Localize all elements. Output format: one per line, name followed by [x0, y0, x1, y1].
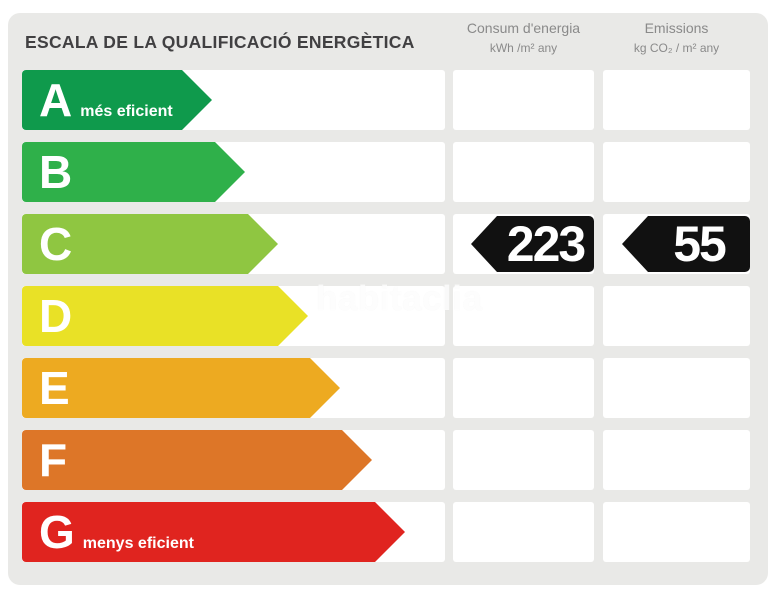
emissions-cell [603, 142, 750, 202]
scale-row-d: D [8, 286, 768, 346]
rating-letter-c: C [39, 218, 72, 270]
chart-panel: ESCALA DE LA QUALIFICACIÓ ENERGÈTICA Con… [8, 13, 768, 585]
consumption-cell [453, 142, 594, 202]
consumption-column-title: Consum d'energia [466, 20, 581, 36]
consumption-cell [453, 70, 594, 130]
rating-arrow-e: E [22, 358, 340, 418]
rating-arrow-c: C [22, 214, 278, 274]
chart-title: ESCALA DE LA QUALIFICACIÓ ENERGÈTICA [25, 32, 415, 52]
scale-row-b: B [8, 142, 768, 202]
habitaclia-watermark: habitaclia [316, 279, 483, 318]
rating-arrow-a: A més eficient [22, 70, 212, 130]
rating-label-a: més eficient [80, 103, 173, 120]
scale-row-e: E [8, 358, 768, 418]
consumption-column-unit: kWh /m² any [489, 41, 558, 55]
consumption-value: 223 [506, 216, 586, 272]
rating-letter-d: D [39, 290, 72, 342]
emissions-column-title: Emissions [644, 20, 709, 36]
rating-letter-a: A [39, 74, 72, 126]
consumption-cell [453, 430, 594, 490]
rating-arrow-g: G menys eficient [22, 502, 405, 562]
consumption-value-badge: 223 [471, 216, 594, 272]
emissions-cell [603, 70, 750, 130]
scale-row-g: G menys eficient [8, 502, 768, 562]
emissions-column-header: Emissions kg CO₂ / m² any [603, 19, 750, 56]
emissions-cell [603, 502, 750, 562]
consumption-cell [453, 358, 594, 418]
emissions-value-badge: 55 [622, 216, 750, 272]
rating-letter-f: F [39, 434, 67, 486]
consumption-cell [453, 502, 594, 562]
rating-letter-e: E [39, 362, 69, 414]
emissions-cell [603, 430, 750, 490]
consumption-column-header: Consum d'energia kWh /m² any [453, 19, 594, 56]
rating-letter-b: B [39, 146, 72, 198]
consumption-cell [453, 286, 594, 346]
rating-arrow-f: F [22, 430, 372, 490]
scale-row-f: F [8, 430, 768, 490]
emissions-cell [603, 358, 750, 418]
emissions-cell [603, 286, 750, 346]
rating-letter-g: G [39, 506, 74, 558]
emissions-value: 55 [673, 216, 727, 272]
emissions-column-unit: kg CO₂ / m² any [633, 41, 720, 55]
rating-arrow-b: B [22, 142, 245, 202]
rating-arrow-d: D [22, 286, 308, 346]
rating-label-g: menys eficient [82, 535, 194, 552]
scale-row-a: A més eficient [8, 70, 768, 130]
